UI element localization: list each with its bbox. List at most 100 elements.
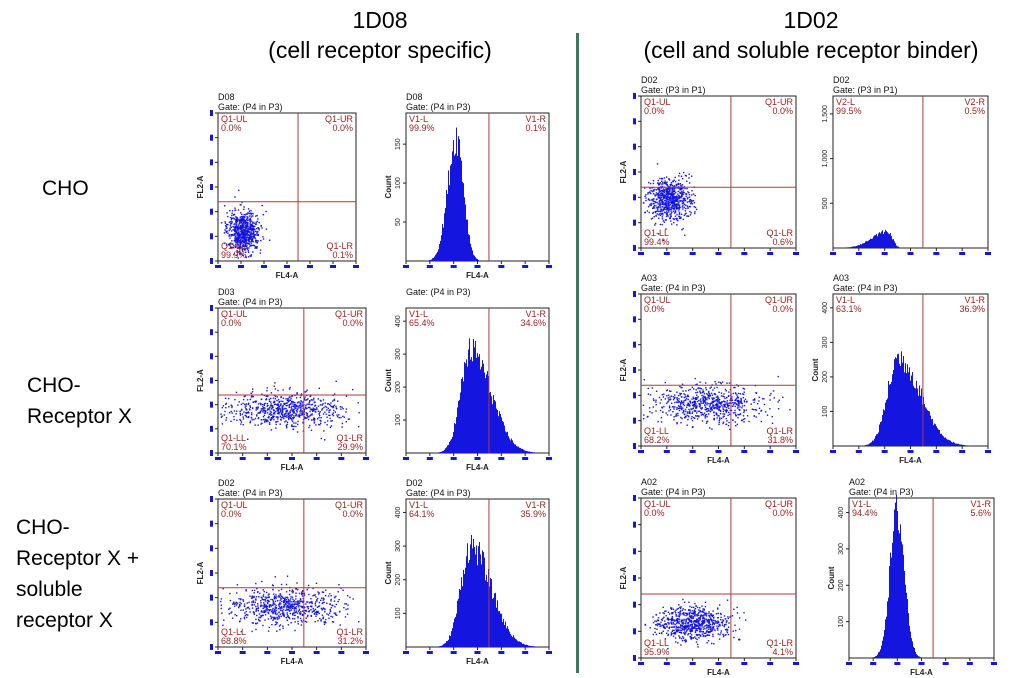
scatter-point	[283, 600, 284, 601]
scatter-point	[676, 218, 677, 219]
histogram-bar	[878, 432, 879, 446]
scatter-point	[328, 412, 329, 413]
scatter-point	[269, 401, 270, 402]
scatter-point	[298, 401, 299, 402]
scatter-point	[221, 416, 222, 417]
scatter-point	[260, 617, 261, 618]
scatter-point	[671, 620, 672, 621]
scatter-point	[275, 612, 276, 613]
scatter-point	[340, 624, 341, 625]
scatter-point	[644, 196, 645, 197]
x-axis-label: FL4-A	[276, 271, 299, 280]
scatter-point	[782, 397, 783, 398]
histogram-bar	[494, 400, 495, 453]
scatter-point	[700, 616, 701, 617]
scatter-point	[691, 613, 692, 614]
scatter-point	[686, 407, 687, 408]
histogram-bar	[440, 241, 441, 261]
scatter-point	[722, 381, 723, 382]
scatter-point	[719, 638, 720, 639]
scatter-point	[257, 407, 258, 408]
scatter-point	[718, 633, 719, 634]
quadrant-percent: 0.0%	[221, 318, 242, 328]
scatter-point	[338, 414, 339, 415]
scatter-point	[667, 414, 668, 415]
scatter-point	[699, 404, 700, 405]
scatter-point	[738, 393, 739, 394]
scatter-point	[224, 411, 225, 412]
scatter-point	[674, 397, 675, 398]
histogram-bar	[932, 419, 933, 446]
scatter-point	[291, 419, 292, 420]
scatter-point	[707, 397, 708, 398]
scatter-point	[262, 236, 263, 237]
scatter-point	[276, 424, 277, 425]
scatter-point	[669, 396, 670, 397]
scatter-point	[283, 403, 284, 404]
scatter-point	[269, 609, 270, 610]
quadrant-percent: 0.0%	[342, 318, 363, 328]
scatter-point	[735, 415, 736, 416]
row-label-cho-receptor: CHO- Receptor X	[27, 370, 132, 432]
y-tick-mark	[633, 443, 636, 449]
scatter-point	[288, 416, 289, 417]
scatter-point	[695, 611, 696, 612]
scatter-point	[258, 610, 259, 611]
histogram-bar	[929, 412, 930, 447]
scatter-point	[707, 421, 708, 422]
scatter-point	[650, 204, 651, 205]
scatter-point	[704, 622, 705, 623]
scatter-point	[343, 590, 344, 591]
scatter-point	[233, 218, 234, 219]
histogram-bar	[502, 421, 503, 453]
scatter-point	[685, 193, 686, 194]
scatter-point	[229, 593, 230, 594]
scatter-point	[249, 405, 250, 406]
scatter-point	[259, 613, 260, 614]
scatter-point	[257, 622, 258, 623]
scatter-point	[669, 407, 670, 408]
scatter-point	[701, 388, 702, 389]
scatter-point	[282, 626, 283, 627]
scatter-point	[307, 606, 308, 607]
scatter-point	[692, 405, 693, 406]
histogram-bar	[528, 646, 529, 647]
scatter-point	[234, 606, 235, 607]
scatter-point	[322, 591, 323, 592]
x-tick-mark	[427, 457, 433, 460]
scatter-point	[252, 225, 253, 226]
scatter-point	[270, 403, 271, 404]
scatter-point	[243, 235, 244, 236]
scatter-point	[316, 599, 317, 600]
scatter-point	[297, 621, 298, 622]
scatter-point	[271, 429, 272, 430]
histogram-bar	[441, 646, 442, 647]
histogram-bar	[872, 441, 873, 446]
scatter-point	[222, 625, 223, 626]
scatter-point	[287, 405, 288, 406]
scatter-point	[275, 605, 276, 606]
scatter-point	[724, 398, 725, 399]
scatter-point	[683, 632, 684, 633]
scatter-point	[286, 617, 287, 618]
scatter-point	[666, 219, 667, 220]
scatter-point	[660, 204, 661, 205]
scatter-point	[308, 608, 309, 609]
scatter-point	[727, 404, 728, 405]
scatter-point	[644, 379, 645, 380]
scatter-point	[288, 601, 289, 602]
scatter-point	[723, 393, 724, 394]
scatter-point	[685, 210, 686, 211]
scatter-point	[706, 631, 707, 632]
scatter-point	[266, 390, 267, 391]
scatter-point	[734, 402, 735, 403]
scatter-point	[324, 422, 325, 423]
scatter-point	[290, 398, 291, 399]
scatter-point	[328, 618, 329, 619]
scatter-point	[712, 630, 713, 631]
scatter-point	[292, 410, 293, 411]
scatter-point	[358, 412, 359, 413]
scatter-point	[705, 402, 706, 403]
scatter-point	[256, 233, 257, 234]
scatter-point	[344, 603, 345, 604]
